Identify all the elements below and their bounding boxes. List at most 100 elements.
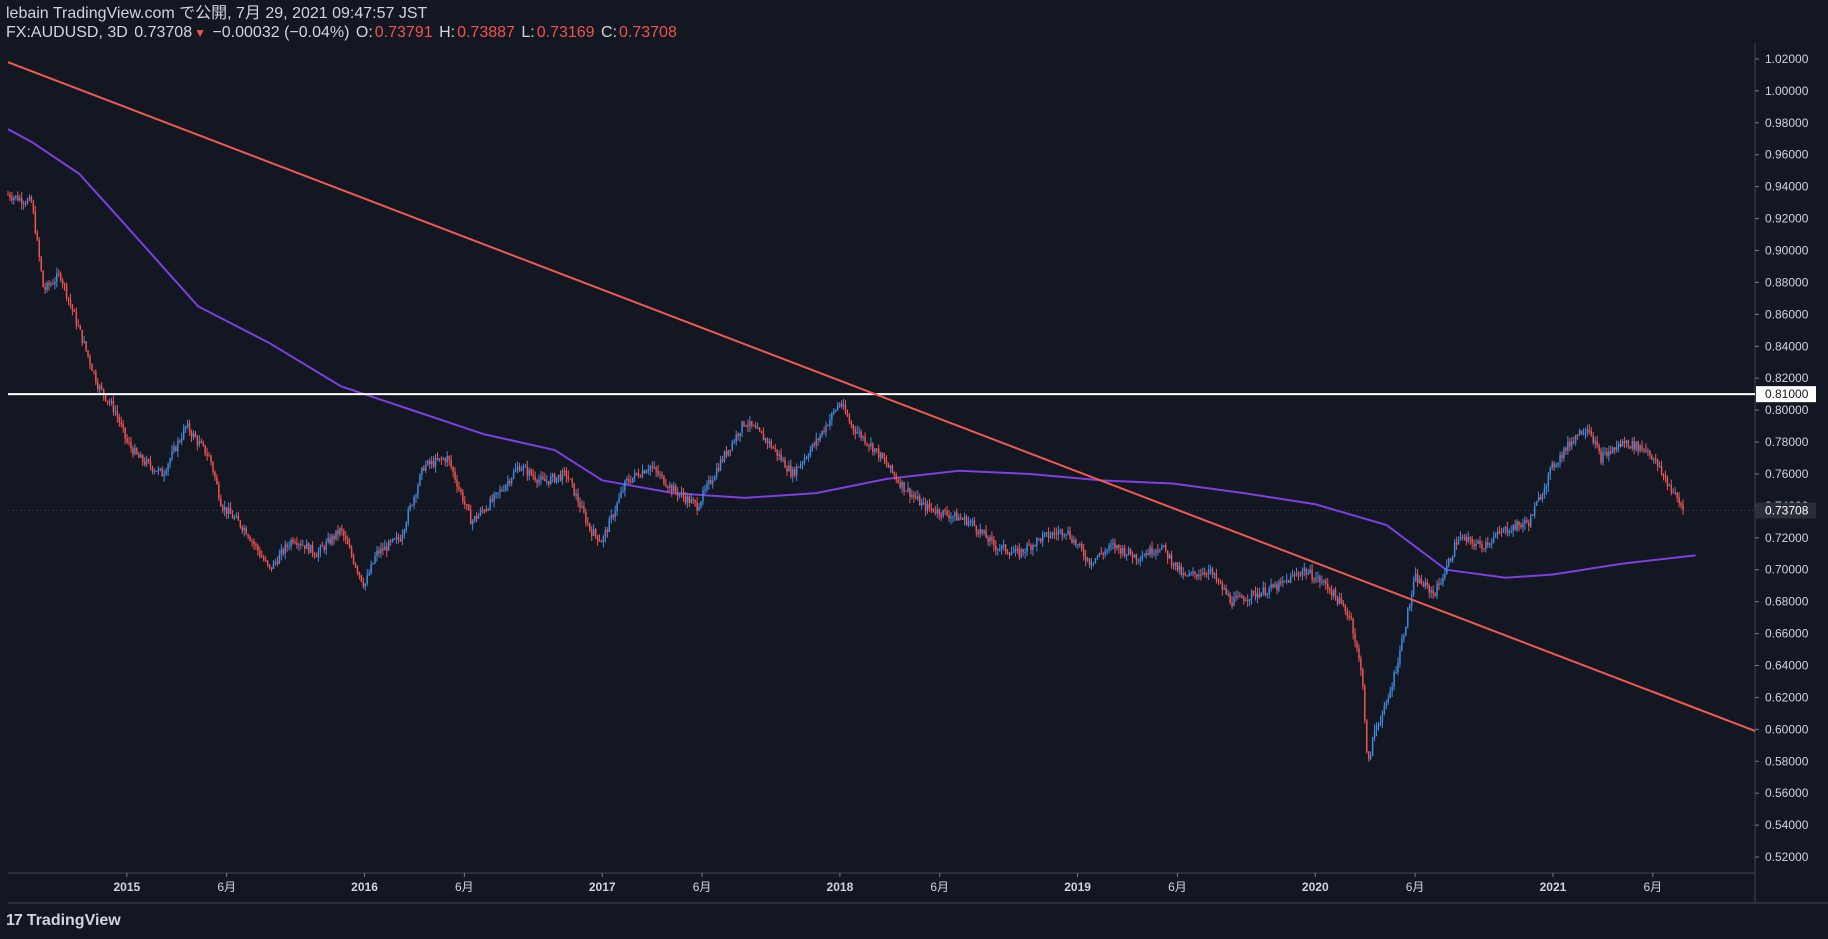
candle-body: [1344, 605, 1347, 612]
candle-body: [1028, 544, 1030, 546]
candle-body: [510, 478, 513, 484]
candle-body: [1051, 532, 1054, 537]
candle-body: [561, 470, 564, 481]
candle-body: [530, 469, 532, 475]
candle-body: [270, 567, 273, 569]
candle-body: [1621, 441, 1624, 447]
candle-body: [118, 416, 121, 423]
candle-body: [778, 454, 780, 456]
candle-body: [366, 575, 368, 584]
candle-body: [311, 544, 314, 554]
candle-body: [360, 575, 363, 582]
candle-body: [1371, 737, 1374, 756]
candle-body: [659, 474, 661, 476]
candle-body: [936, 509, 939, 514]
candle-body: [784, 459, 786, 468]
candle-body: [516, 466, 519, 470]
candle-body: [1039, 538, 1042, 542]
candle-body: [298, 544, 300, 546]
candle-body: [274, 561, 277, 563]
candle-body: [1420, 578, 1423, 585]
candle-body: [682, 492, 685, 497]
candle-body: [1143, 555, 1145, 557]
candle-body: [723, 451, 726, 462]
candle-body: [1133, 554, 1136, 558]
price-chart[interactable]: 0.52000 0.54000 0.56000 0.58000 0.60000 0.620…: [0, 0, 1828, 910]
candle-body: [387, 540, 390, 551]
candle-body: [1018, 548, 1021, 557]
candle-body: [799, 464, 802, 468]
price-axis-tick-label: 0.96000: [1765, 148, 1809, 162]
candle-body: [1202, 572, 1204, 576]
candle-body: [573, 483, 575, 496]
candle-body: [821, 430, 823, 436]
candle-body: [1280, 581, 1282, 583]
candle-body: [1490, 541, 1493, 543]
last-price-label: 0.73708: [134, 24, 193, 41]
candle-body: [957, 517, 960, 521]
candle-body: [1319, 576, 1321, 583]
candle-body: [868, 444, 870, 446]
candle-body: [440, 458, 443, 460]
price-axis-tick-label: 0.84000: [1765, 339, 1809, 353]
candle-body: [569, 478, 571, 480]
candle-body: [1528, 522, 1530, 527]
candle-body: [647, 469, 650, 472]
close-label: C:: [601, 24, 618, 41]
candle-body: [1262, 587, 1265, 593]
candle-body: [815, 438, 817, 446]
candle-body: [305, 543, 308, 550]
candle-body: [987, 538, 989, 542]
candle-body: [749, 421, 751, 427]
candle-body: [395, 536, 398, 539]
candle-body: [997, 548, 999, 550]
candle-body: [128, 441, 130, 443]
candle-body: [1666, 477, 1669, 486]
candle-body: [905, 490, 907, 492]
candle-body: [38, 239, 40, 257]
candle-body: [1161, 546, 1163, 550]
candle-body: [827, 425, 829, 427]
candle-body: [1354, 633, 1356, 642]
change-label: −0.00032 (−0.04%): [212, 24, 350, 41]
candle-body: [608, 518, 611, 533]
candle-body: [938, 509, 940, 515]
candle-body: [132, 448, 134, 455]
downtrend-line: [7, 61, 1756, 732]
candle-body: [879, 452, 882, 458]
candle-body: [501, 489, 503, 491]
candle-body: [1479, 541, 1481, 545]
candle-body: [907, 488, 909, 492]
candle-body: [1010, 552, 1013, 555]
candle-body: [1535, 501, 1538, 506]
candle-body: [1342, 602, 1345, 606]
candle-body: [1260, 592, 1263, 597]
candle-body: [1282, 580, 1284, 583]
candle-body: [73, 310, 76, 313]
candle-body: [44, 287, 46, 290]
price-axis-tick-label: 0.76000: [1765, 467, 1809, 481]
price-axis-tick-label: 0.54000: [1765, 818, 1809, 832]
time-axis-tick-label: 6月: [217, 880, 236, 894]
candle-body: [1145, 553, 1147, 556]
candle-body: [1600, 451, 1602, 463]
candle-body: [590, 529, 593, 536]
candle-body: [1168, 554, 1171, 559]
candle-body: [307, 543, 310, 553]
candle-body: [1635, 441, 1637, 450]
candle-body: [753, 425, 755, 427]
candle-body: [327, 538, 329, 543]
candle-body: [676, 491, 679, 496]
candle-body: [30, 197, 33, 203]
candle-body: [991, 537, 993, 540]
candle-body: [563, 470, 566, 472]
candle-body: [1082, 549, 1085, 557]
candle-body: [920, 502, 923, 506]
candle-body: [65, 284, 68, 298]
candle-body: [526, 466, 529, 476]
time-axis-tick-label: 2018: [827, 880, 854, 894]
candle-body: [323, 546, 326, 550]
candle-body: [559, 474, 562, 481]
candle-body: [928, 503, 931, 508]
candle-body: [1045, 532, 1048, 534]
